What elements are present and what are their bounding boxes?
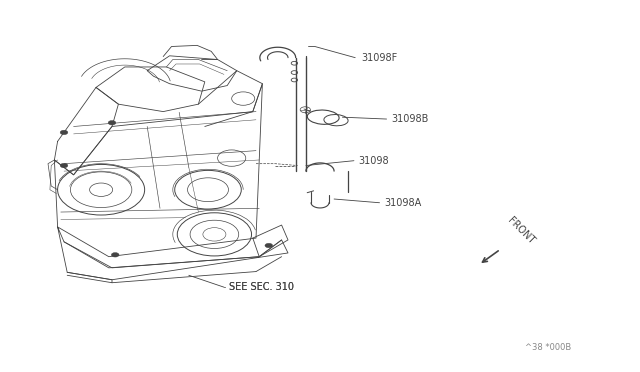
Text: 31098A: 31098A bbox=[384, 198, 421, 208]
Text: 31098B: 31098B bbox=[392, 114, 429, 124]
Circle shape bbox=[111, 253, 119, 257]
Text: FRONT: FRONT bbox=[506, 215, 536, 246]
Text: SEE SEC. 310: SEE SEC. 310 bbox=[229, 282, 294, 292]
Text: 31098: 31098 bbox=[358, 156, 389, 166]
Circle shape bbox=[60, 163, 68, 168]
Circle shape bbox=[265, 243, 273, 248]
Text: ^38 *000B: ^38 *000B bbox=[525, 343, 571, 352]
Text: SEE SEC. 310: SEE SEC. 310 bbox=[229, 282, 294, 292]
Circle shape bbox=[108, 121, 116, 125]
Circle shape bbox=[60, 130, 68, 135]
Text: 31098F: 31098F bbox=[362, 53, 398, 62]
